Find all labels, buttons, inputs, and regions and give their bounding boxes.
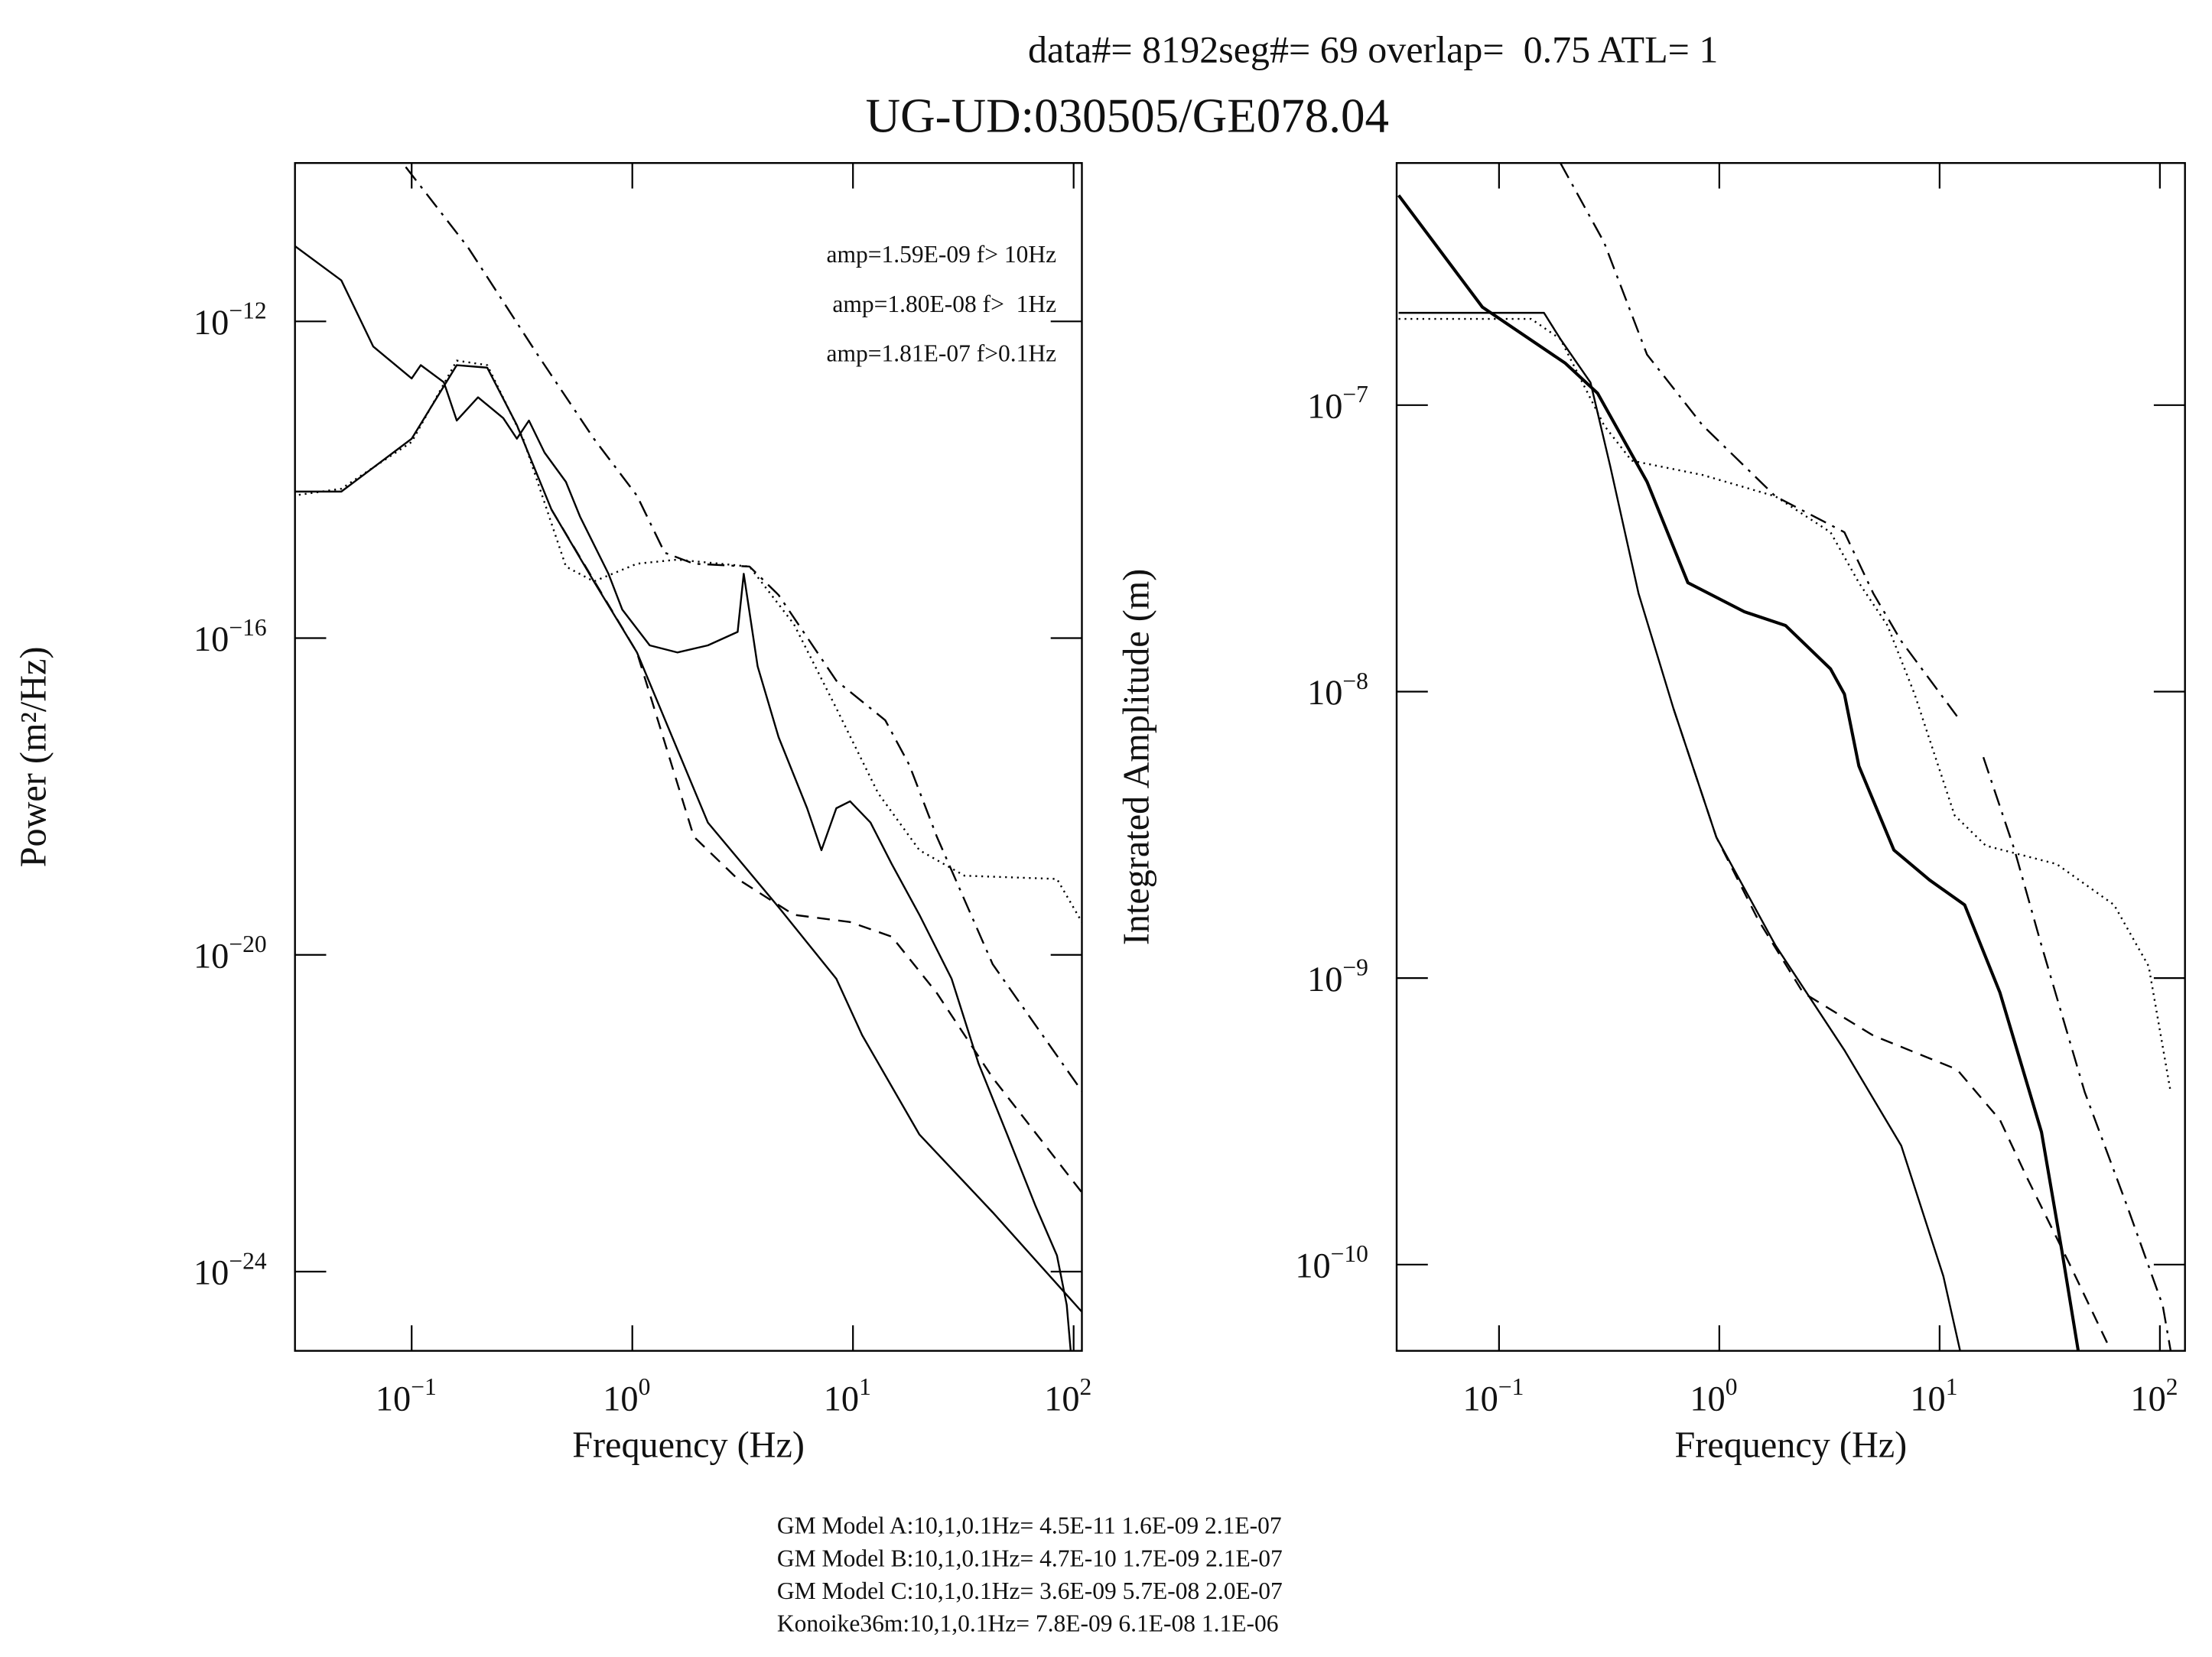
tick-base: 10 <box>194 620 229 659</box>
tick-exponent: −8 <box>1342 668 1368 694</box>
plot-frame <box>294 161 1083 1352</box>
footer-line: Konoike36m:10,1,0.1Hz= 7.8E-09 6.1E-08 1… <box>777 1610 1279 1637</box>
tick-base: 10 <box>194 937 229 976</box>
series-line <box>294 364 1082 1313</box>
tick-exponent: −9 <box>1342 954 1368 980</box>
annotation: amp=1.59E-09 f> 10Hz <box>827 241 1057 268</box>
tick-exponent: 0 <box>1726 1373 1738 1400</box>
tick-base: 10 <box>1044 1379 1079 1418</box>
tick-exponent: −12 <box>229 297 266 324</box>
series-line <box>405 166 1082 1092</box>
figure-title: UG-UD:030505/GE078.04 <box>866 89 1389 142</box>
y-tick-label: 10−9 <box>1307 954 1368 999</box>
tick-exponent: 0 <box>639 1373 651 1400</box>
y-tick-label: 10−7 <box>1307 381 1368 426</box>
tick-exponent: 2 <box>2166 1373 2178 1400</box>
footer-line: GM Model A:10,1,0.1Hz= 4.5E-11 1.6E-09 2… <box>777 1512 1282 1539</box>
series-line <box>294 245 1072 1351</box>
y-tick-label: 10−24 <box>194 1247 267 1292</box>
x-tick-label: 102 <box>1044 1373 1091 1418</box>
x-tick-label: 102 <box>2130 1373 2178 1418</box>
series-line <box>1560 163 2172 1351</box>
series-line <box>294 359 1082 923</box>
x-tick-label: 101 <box>824 1373 871 1418</box>
tick-base: 10 <box>194 1254 229 1293</box>
tick-exponent: 1 <box>859 1373 871 1400</box>
y-tick-label: 10−16 <box>194 614 267 659</box>
tick-exponent: 2 <box>1080 1373 1092 1400</box>
header: data#= 8192seg#= 69 overlap= 0.75 ATL= 1 <box>1028 28 1718 71</box>
tick-base: 10 <box>1295 1246 1330 1285</box>
y-tick-label: 10−12 <box>194 297 267 343</box>
tick-exponent: −16 <box>229 614 266 641</box>
y-axis-label: Power (m²/Hz) <box>13 646 54 867</box>
plot-frame <box>1395 161 2186 1352</box>
tick-exponent: −10 <box>1331 1240 1368 1267</box>
x-axis-label: Frequency (Hz) <box>572 1425 805 1466</box>
tick-base: 10 <box>194 304 229 343</box>
tick-base: 10 <box>1690 1379 1725 1418</box>
y-axis-label: Integrated Amplitude (m) <box>1117 569 1157 945</box>
tick-base: 10 <box>2130 1379 2165 1418</box>
x-tick-label: 101 <box>1910 1373 1957 1418</box>
tick-exponent: 1 <box>1946 1373 1958 1400</box>
x-tick-label: 10−1 <box>1463 1373 1524 1418</box>
y-tick-label: 10−8 <box>1307 668 1368 713</box>
tick-exponent: −1 <box>411 1373 437 1400</box>
x-tick-label: 100 <box>1690 1373 1737 1418</box>
footer-line: GM Model C:10,1,0.1Hz= 3.6E-09 5.7E-08 2… <box>777 1577 1283 1604</box>
series-line <box>1397 194 2080 1351</box>
tick-exponent: −1 <box>1498 1373 1524 1400</box>
x-tick-label: 10−1 <box>376 1373 437 1418</box>
series-line <box>1398 317 2172 1093</box>
tick-base: 10 <box>1307 674 1342 713</box>
x-axis-label: Frequency (Hz) <box>1674 1425 1907 1466</box>
tick-base: 10 <box>1307 387 1342 426</box>
y-tick-label: 10−20 <box>194 931 267 976</box>
tick-exponent: −7 <box>1342 381 1368 408</box>
footer-line: GM Model B:10,1,0.1Hz= 4.7E-10 1.7E-09 2… <box>777 1545 1283 1571</box>
series-line <box>1672 708 2113 1351</box>
series-line <box>550 508 1082 1194</box>
tick-base: 10 <box>1307 960 1342 999</box>
series-line <box>1398 311 1961 1351</box>
tick-base: 10 <box>376 1379 411 1418</box>
y-tick-label: 10−10 <box>1295 1240 1368 1285</box>
x-tick-label: 100 <box>603 1373 650 1418</box>
tick-base: 10 <box>824 1379 859 1418</box>
annotation: amp=1.80E-08 f> 1Hz <box>832 291 1056 317</box>
tick-base: 10 <box>1910 1379 1945 1418</box>
annotation: amp=1.81E-07 f>0.1Hz <box>827 340 1057 367</box>
tick-base: 10 <box>603 1379 638 1418</box>
tick-exponent: −24 <box>229 1247 267 1274</box>
tick-base: 10 <box>1463 1379 1498 1418</box>
tick-exponent: −20 <box>229 931 266 957</box>
